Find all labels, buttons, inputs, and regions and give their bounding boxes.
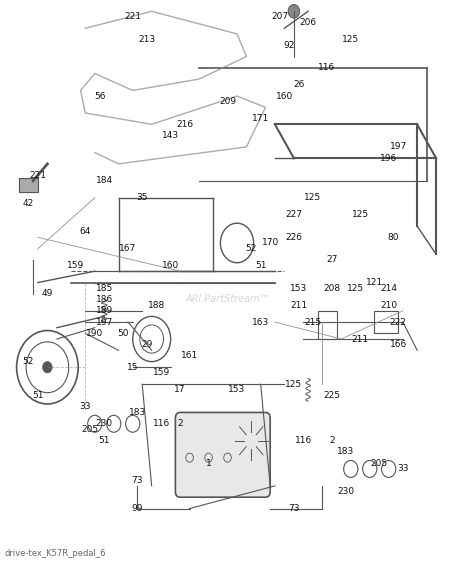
Text: ARI PartStream™: ARI PartStream™ bbox=[185, 294, 270, 305]
Text: 33: 33 bbox=[397, 464, 409, 473]
Text: 2: 2 bbox=[177, 419, 183, 428]
Text: 52: 52 bbox=[23, 357, 34, 366]
Text: 211: 211 bbox=[352, 334, 369, 344]
Text: 197: 197 bbox=[390, 142, 407, 151]
Text: 230: 230 bbox=[96, 419, 113, 428]
Text: 116: 116 bbox=[319, 63, 336, 72]
Text: 116: 116 bbox=[153, 419, 170, 428]
Text: 160: 160 bbox=[276, 92, 293, 101]
Text: 159: 159 bbox=[153, 368, 170, 377]
Text: 125: 125 bbox=[352, 210, 369, 219]
Text: 92: 92 bbox=[283, 41, 295, 50]
Text: 170: 170 bbox=[262, 238, 279, 247]
Text: 209: 209 bbox=[219, 97, 236, 106]
Text: 183: 183 bbox=[129, 408, 146, 417]
Text: 99: 99 bbox=[132, 504, 143, 513]
Text: 161: 161 bbox=[181, 351, 198, 360]
Text: 125: 125 bbox=[285, 380, 302, 389]
Text: 52: 52 bbox=[246, 244, 257, 253]
Text: drive-tex_K57R_pedal_6: drive-tex_K57R_pedal_6 bbox=[5, 549, 106, 558]
Text: 1: 1 bbox=[206, 459, 211, 468]
Text: 160: 160 bbox=[162, 261, 179, 270]
Text: 215: 215 bbox=[304, 318, 321, 327]
Text: 163: 163 bbox=[252, 318, 269, 327]
Circle shape bbox=[288, 5, 300, 18]
Text: 196: 196 bbox=[380, 154, 397, 163]
Text: 166: 166 bbox=[390, 340, 407, 349]
Text: 189: 189 bbox=[96, 306, 113, 315]
Text: 2: 2 bbox=[329, 436, 335, 445]
Text: 205: 205 bbox=[371, 459, 388, 468]
Text: 64: 64 bbox=[80, 227, 91, 236]
Text: 80: 80 bbox=[388, 233, 399, 242]
Bar bbox=[318, 311, 337, 339]
Text: 116: 116 bbox=[295, 436, 312, 445]
Text: 210: 210 bbox=[380, 301, 397, 310]
Text: 208: 208 bbox=[323, 284, 340, 293]
Text: 230: 230 bbox=[337, 487, 355, 496]
Text: 221: 221 bbox=[29, 171, 46, 180]
Bar bbox=[19, 178, 38, 192]
Text: 213: 213 bbox=[138, 35, 155, 44]
FancyBboxPatch shape bbox=[175, 412, 270, 497]
Text: 185: 185 bbox=[96, 284, 113, 293]
Text: 42: 42 bbox=[23, 199, 34, 208]
Text: 227: 227 bbox=[285, 210, 302, 219]
Text: 183: 183 bbox=[337, 447, 355, 457]
Text: 221: 221 bbox=[124, 12, 141, 21]
Text: 222: 222 bbox=[390, 318, 407, 327]
Text: 186: 186 bbox=[96, 295, 113, 304]
Text: 211: 211 bbox=[290, 301, 307, 310]
Text: 206: 206 bbox=[300, 18, 317, 27]
Text: 190: 190 bbox=[86, 329, 103, 338]
Text: 188: 188 bbox=[148, 301, 165, 310]
Text: 205: 205 bbox=[82, 425, 99, 434]
Text: 184: 184 bbox=[96, 176, 113, 185]
Text: 197: 197 bbox=[96, 318, 113, 327]
Text: 121: 121 bbox=[366, 278, 383, 287]
Circle shape bbox=[43, 362, 52, 373]
Text: 225: 225 bbox=[323, 391, 340, 400]
Text: 167: 167 bbox=[119, 244, 137, 253]
Text: 51: 51 bbox=[255, 261, 266, 270]
Text: 51: 51 bbox=[32, 391, 44, 400]
Text: 226: 226 bbox=[285, 233, 302, 242]
Text: 153: 153 bbox=[290, 284, 307, 293]
Text: 27: 27 bbox=[326, 255, 337, 264]
Text: 153: 153 bbox=[228, 385, 246, 394]
Text: 35: 35 bbox=[137, 193, 148, 202]
Text: 125: 125 bbox=[342, 35, 359, 44]
Text: 50: 50 bbox=[118, 329, 129, 338]
Text: 29: 29 bbox=[141, 340, 153, 349]
Text: 73: 73 bbox=[288, 504, 300, 513]
Text: 49: 49 bbox=[42, 289, 53, 298]
Text: 33: 33 bbox=[80, 402, 91, 411]
Text: 56: 56 bbox=[94, 92, 105, 101]
Text: 207: 207 bbox=[271, 12, 288, 21]
Text: 159: 159 bbox=[67, 261, 84, 270]
Text: 73: 73 bbox=[132, 476, 143, 485]
Text: 15: 15 bbox=[127, 363, 138, 372]
Text: 125: 125 bbox=[347, 284, 364, 293]
Bar bbox=[374, 311, 398, 333]
Text: 17: 17 bbox=[174, 385, 186, 394]
Text: 143: 143 bbox=[162, 131, 179, 140]
Text: 171: 171 bbox=[252, 114, 269, 123]
Text: 51: 51 bbox=[99, 436, 110, 445]
Text: 26: 26 bbox=[293, 80, 304, 89]
Text: 125: 125 bbox=[304, 193, 321, 202]
Text: 214: 214 bbox=[380, 284, 397, 293]
Text: 216: 216 bbox=[176, 120, 193, 129]
